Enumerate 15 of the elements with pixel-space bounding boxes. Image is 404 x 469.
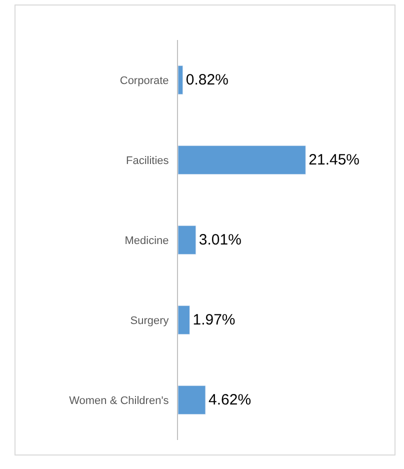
y-tick-label: Medicine — [124, 234, 169, 247]
bar — [178, 225, 196, 255]
y-tick-label: Surgery — [130, 314, 170, 327]
y-tick-label: Women & Children's — [69, 394, 170, 407]
data-label: 4.62% — [208, 392, 252, 408]
bar — [178, 305, 190, 335]
data-label: 3.01% — [198, 232, 242, 248]
bar — [178, 385, 206, 415]
data-label: 0.82% — [186, 72, 228, 88]
bar — [178, 65, 184, 95]
y-tick-label: Corporate — [120, 74, 169, 87]
data-label: 1.97% — [192, 312, 236, 328]
y-tick-label: Facilities — [126, 154, 170, 167]
data-label: 21.45% — [308, 152, 360, 168]
bar — [178, 145, 306, 175]
